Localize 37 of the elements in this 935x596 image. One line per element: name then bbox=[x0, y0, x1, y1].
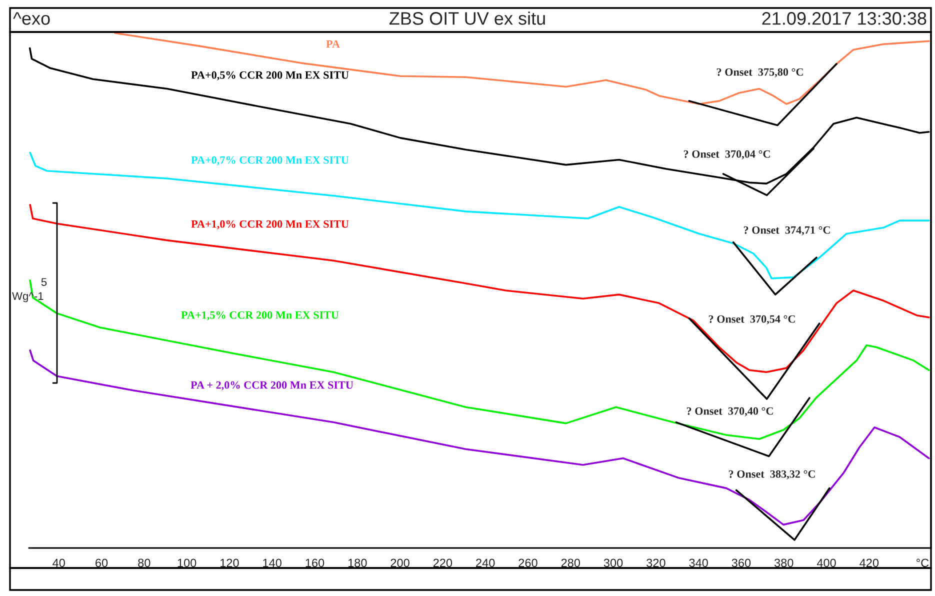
series-label: PA+0,7% CCR 200 Mn EX SITU bbox=[191, 156, 349, 166]
x-tick-label: 300 bbox=[604, 558, 623, 568]
series-label: PA+0,5% CCR 200 Mn EX SITU bbox=[191, 71, 349, 80]
x-tick-label: 340 bbox=[689, 558, 708, 568]
x-tick-label: 100 bbox=[178, 558, 196, 568]
x-tick-label: 240 bbox=[476, 558, 495, 568]
x-tick-label: 140 bbox=[263, 558, 282, 568]
x-tick-label: °C bbox=[916, 558, 929, 568]
x-tick-label: 40 bbox=[52, 558, 65, 568]
series-label: PA+1,0% CCR 200 Mn EX SITU bbox=[191, 220, 349, 230]
x-tick-label: 360 bbox=[732, 558, 751, 568]
x-tick-label: 220 bbox=[433, 558, 452, 568]
annotation: ? Onset 383,32 °C bbox=[728, 470, 815, 480]
x-tick-label: 80 bbox=[138, 558, 150, 568]
x-tick-label: 320 bbox=[646, 558, 666, 568]
x-tick-label: 380 bbox=[774, 558, 794, 568]
x-tick-label: 60 bbox=[96, 558, 108, 568]
x-tick-label: 200 bbox=[390, 558, 410, 568]
text: ^exo bbox=[13, 12, 50, 25]
annotation: ? Onset 374,71 °C bbox=[744, 226, 830, 236]
series-label: PA + 2,0% CCR 200 Mn EX SITU bbox=[190, 381, 354, 390]
chart-subtitle: 21.09.2017 13:30:38 bbox=[762, 12, 926, 25]
chart-title: ZBS OIT UV ex situ bbox=[389, 12, 545, 25]
annotation: 5 bbox=[41, 278, 47, 286]
annotation: ? Onset 370,04 °C bbox=[684, 150, 770, 160]
annotation: ? Onset 370,40 °C bbox=[686, 407, 773, 416]
x-tick-label: 160 bbox=[306, 558, 324, 568]
x-tick-label: 420 bbox=[860, 558, 879, 568]
annotation: ? Onset 375,80 °C bbox=[716, 68, 803, 78]
text: PA+1,5% CCR 200 Mn EX SITU bbox=[181, 311, 339, 320]
series-label: PA bbox=[326, 40, 340, 48]
x-tick-label: 280 bbox=[561, 558, 580, 568]
annotation: ? Onset 370,54 °C bbox=[708, 315, 795, 324]
x-tick-label: 120 bbox=[220, 558, 239, 568]
x-tick-label: 260 bbox=[518, 558, 538, 568]
x-tick-label: 400 bbox=[816, 558, 836, 568]
x-tick-label: 180 bbox=[348, 558, 367, 568]
